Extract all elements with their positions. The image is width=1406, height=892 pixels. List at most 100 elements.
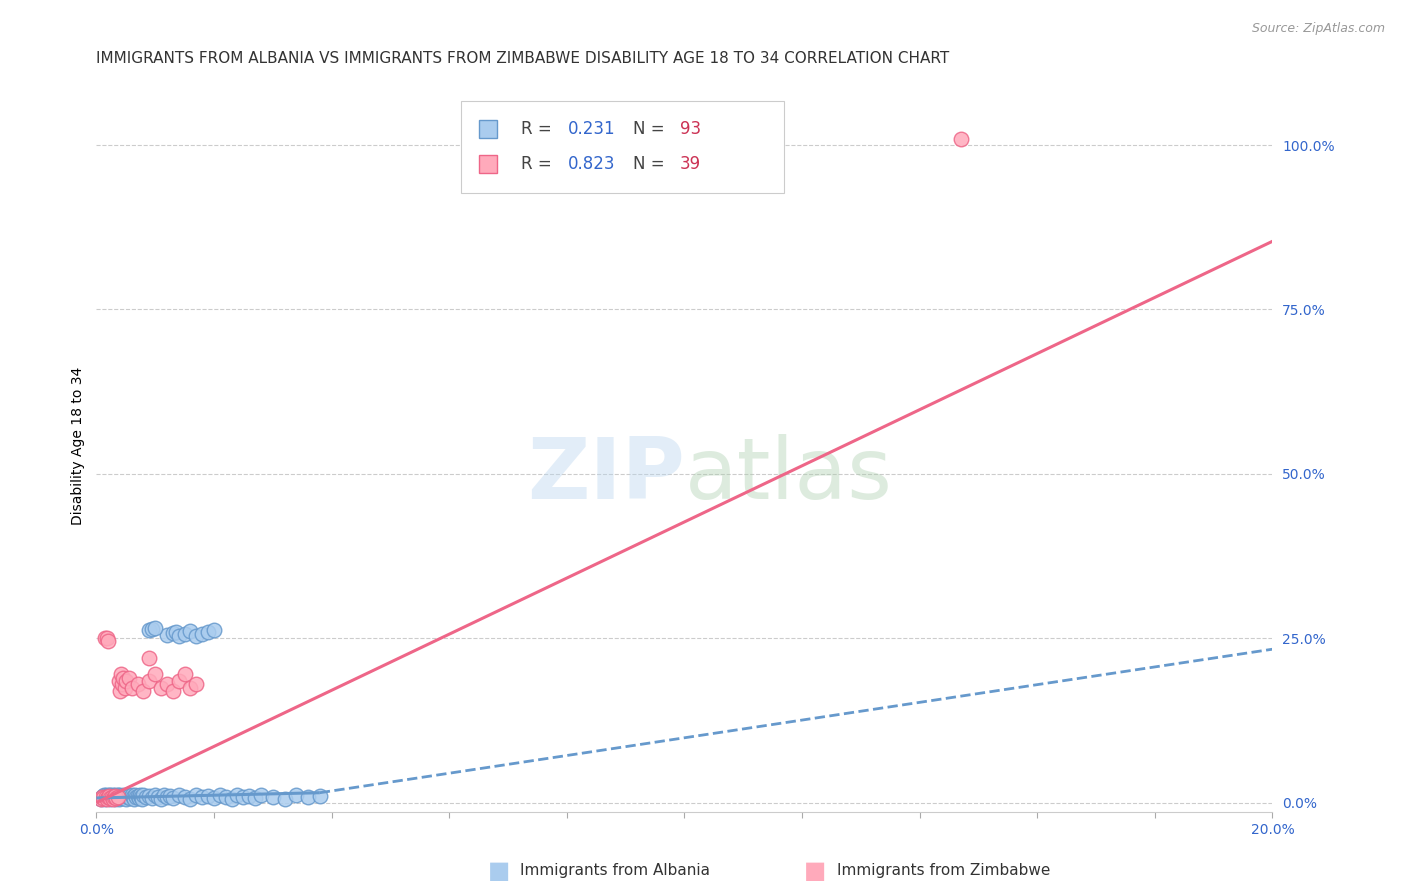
Point (949, 131, 972, 145)
Point (141, 622, 163, 636)
Point (100, 789, 122, 803)
Point (197, 625, 219, 640)
Point (103, 790, 125, 805)
Point (96, 790, 118, 805)
Point (159, 789, 181, 803)
Point (173, 667, 195, 681)
Point (197, 789, 219, 803)
Point (120, 791, 142, 805)
Point (90, 791, 112, 805)
Point (308, 789, 330, 803)
Point (122, 791, 145, 805)
Point (100, 791, 122, 805)
Point (97, 788, 120, 802)
Point (107, 789, 129, 804)
Point (105, 791, 128, 805)
Point (118, 789, 141, 803)
Point (179, 791, 201, 805)
Point (215, 789, 238, 804)
Point (156, 628, 179, 642)
Point (93, 791, 115, 805)
Point (97, 634, 120, 648)
Point (101, 791, 124, 805)
Point (131, 791, 153, 805)
Point (93, 788, 115, 802)
Point (150, 681, 173, 695)
Point (138, 651, 160, 665)
Point (107, 788, 129, 802)
Text: Source: ZipAtlas.com: Source: ZipAtlas.com (1251, 22, 1385, 36)
Point (93, 791, 115, 805)
Text: atlas: atlas (685, 434, 893, 516)
Point (112, 788, 135, 802)
Point (167, 673, 190, 688)
Point (94, 789, 117, 803)
Point (107, 791, 129, 805)
Point (232, 790, 254, 805)
Text: 93: 93 (679, 120, 700, 138)
Text: 0.231: 0.231 (568, 120, 616, 138)
Text: Immigrants from Albania: Immigrants from Albania (520, 863, 710, 878)
Point (100, 790, 122, 805)
Point (162, 626, 184, 640)
Point (128, 788, 150, 802)
Point (238, 789, 260, 803)
Point (101, 788, 124, 802)
Point (262, 789, 284, 804)
Text: 39: 39 (679, 154, 700, 173)
Point (297, 790, 319, 805)
Point (114, 681, 136, 695)
Point (191, 790, 214, 805)
Y-axis label: Disability Age 18 to 34: Disability Age 18 to 34 (72, 367, 86, 525)
Point (114, 791, 136, 805)
Point (165, 624, 187, 639)
Point (138, 789, 160, 803)
Point (250, 788, 273, 802)
Point (118, 671, 141, 685)
Text: N =: N = (633, 154, 669, 173)
Point (101, 791, 124, 805)
Point (162, 683, 184, 698)
Point (105, 791, 128, 805)
Point (285, 789, 308, 803)
Point (132, 683, 155, 698)
Point (221, 791, 243, 805)
Point (110, 667, 132, 681)
Point (100, 789, 122, 803)
Text: R =: R = (520, 154, 557, 173)
Text: IMMIGRANTS FROM ALBANIA VS IMMIGRANTS FROM ZIMBABWE DISABILITY AGE 18 TO 34 CORR: IMMIGRANTS FROM ALBANIA VS IMMIGRANTS FR… (97, 51, 949, 66)
Point (91, 789, 114, 803)
Text: 0.823: 0.823 (568, 154, 616, 173)
Point (162, 791, 184, 805)
Point (111, 791, 134, 805)
Point (94, 791, 117, 805)
Point (98, 789, 121, 804)
Point (100, 789, 122, 804)
Point (226, 789, 249, 803)
Point (128, 791, 150, 805)
Point (143, 667, 166, 681)
Point (108, 789, 131, 803)
FancyBboxPatch shape (461, 102, 785, 193)
Point (104, 789, 127, 803)
Point (156, 677, 179, 691)
Text: ZIP: ZIP (527, 434, 685, 516)
Point (124, 789, 146, 803)
Point (135, 790, 157, 805)
Point (96, 789, 118, 803)
Point (143, 788, 166, 802)
Point (117, 790, 139, 805)
Point (108, 683, 131, 698)
Point (173, 626, 195, 640)
Point (179, 624, 201, 638)
Point (105, 789, 128, 803)
Point (150, 791, 173, 805)
Point (127, 789, 149, 803)
Point (153, 789, 176, 803)
Point (191, 627, 214, 641)
Point (186, 629, 208, 643)
Point (108, 790, 131, 805)
Point (93, 789, 115, 804)
Point (103, 791, 125, 805)
Point (111, 677, 134, 691)
